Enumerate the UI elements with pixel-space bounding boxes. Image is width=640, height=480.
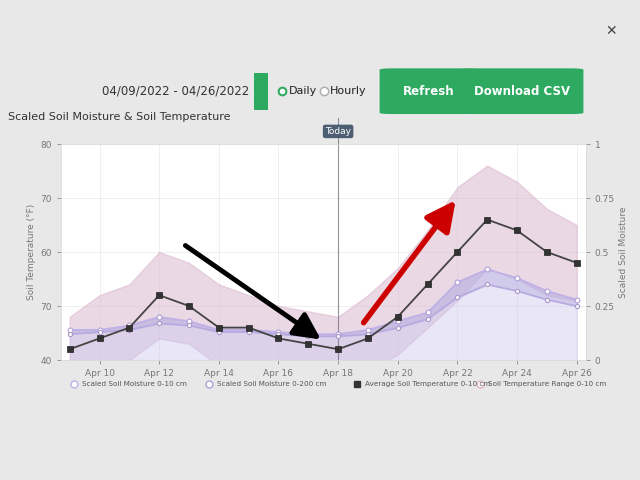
FancyBboxPatch shape: [461, 68, 584, 114]
Text: Average Soil Temperature 0-10 cm: Average Soil Temperature 0-10 cm: [365, 381, 490, 387]
Text: Scaled Soil Moisture 0-10 cm: Scaled Soil Moisture 0-10 cm: [82, 381, 187, 387]
Text: Today: Today: [325, 127, 351, 136]
Text: ✕: ✕: [605, 24, 617, 38]
Text: Soil Temperature Range 0-10 cm: Soil Temperature Range 0-10 cm: [488, 381, 606, 387]
Text: Scaled Soil Moisture 0-200 cm: Scaled Soil Moisture 0-200 cm: [218, 381, 327, 387]
Text: Hourly: Hourly: [330, 86, 367, 96]
FancyBboxPatch shape: [254, 73, 268, 110]
Text: Refresh: Refresh: [403, 84, 454, 98]
Text: Download CSV: Download CSV: [474, 84, 570, 98]
Text: 04/09/2022 - 04/26/2022: 04/09/2022 - 04/26/2022: [102, 84, 250, 98]
FancyBboxPatch shape: [380, 68, 477, 114]
Y-axis label: Scaled Soil Moisture: Scaled Soil Moisture: [619, 206, 628, 298]
Y-axis label: Soil Temperature (°F): Soil Temperature (°F): [27, 204, 36, 300]
Text: Scaled Soil Moisture & Soil Temperature: Scaled Soil Moisture & Soil Temperature: [8, 112, 231, 122]
Text: Daily: Daily: [289, 86, 317, 96]
